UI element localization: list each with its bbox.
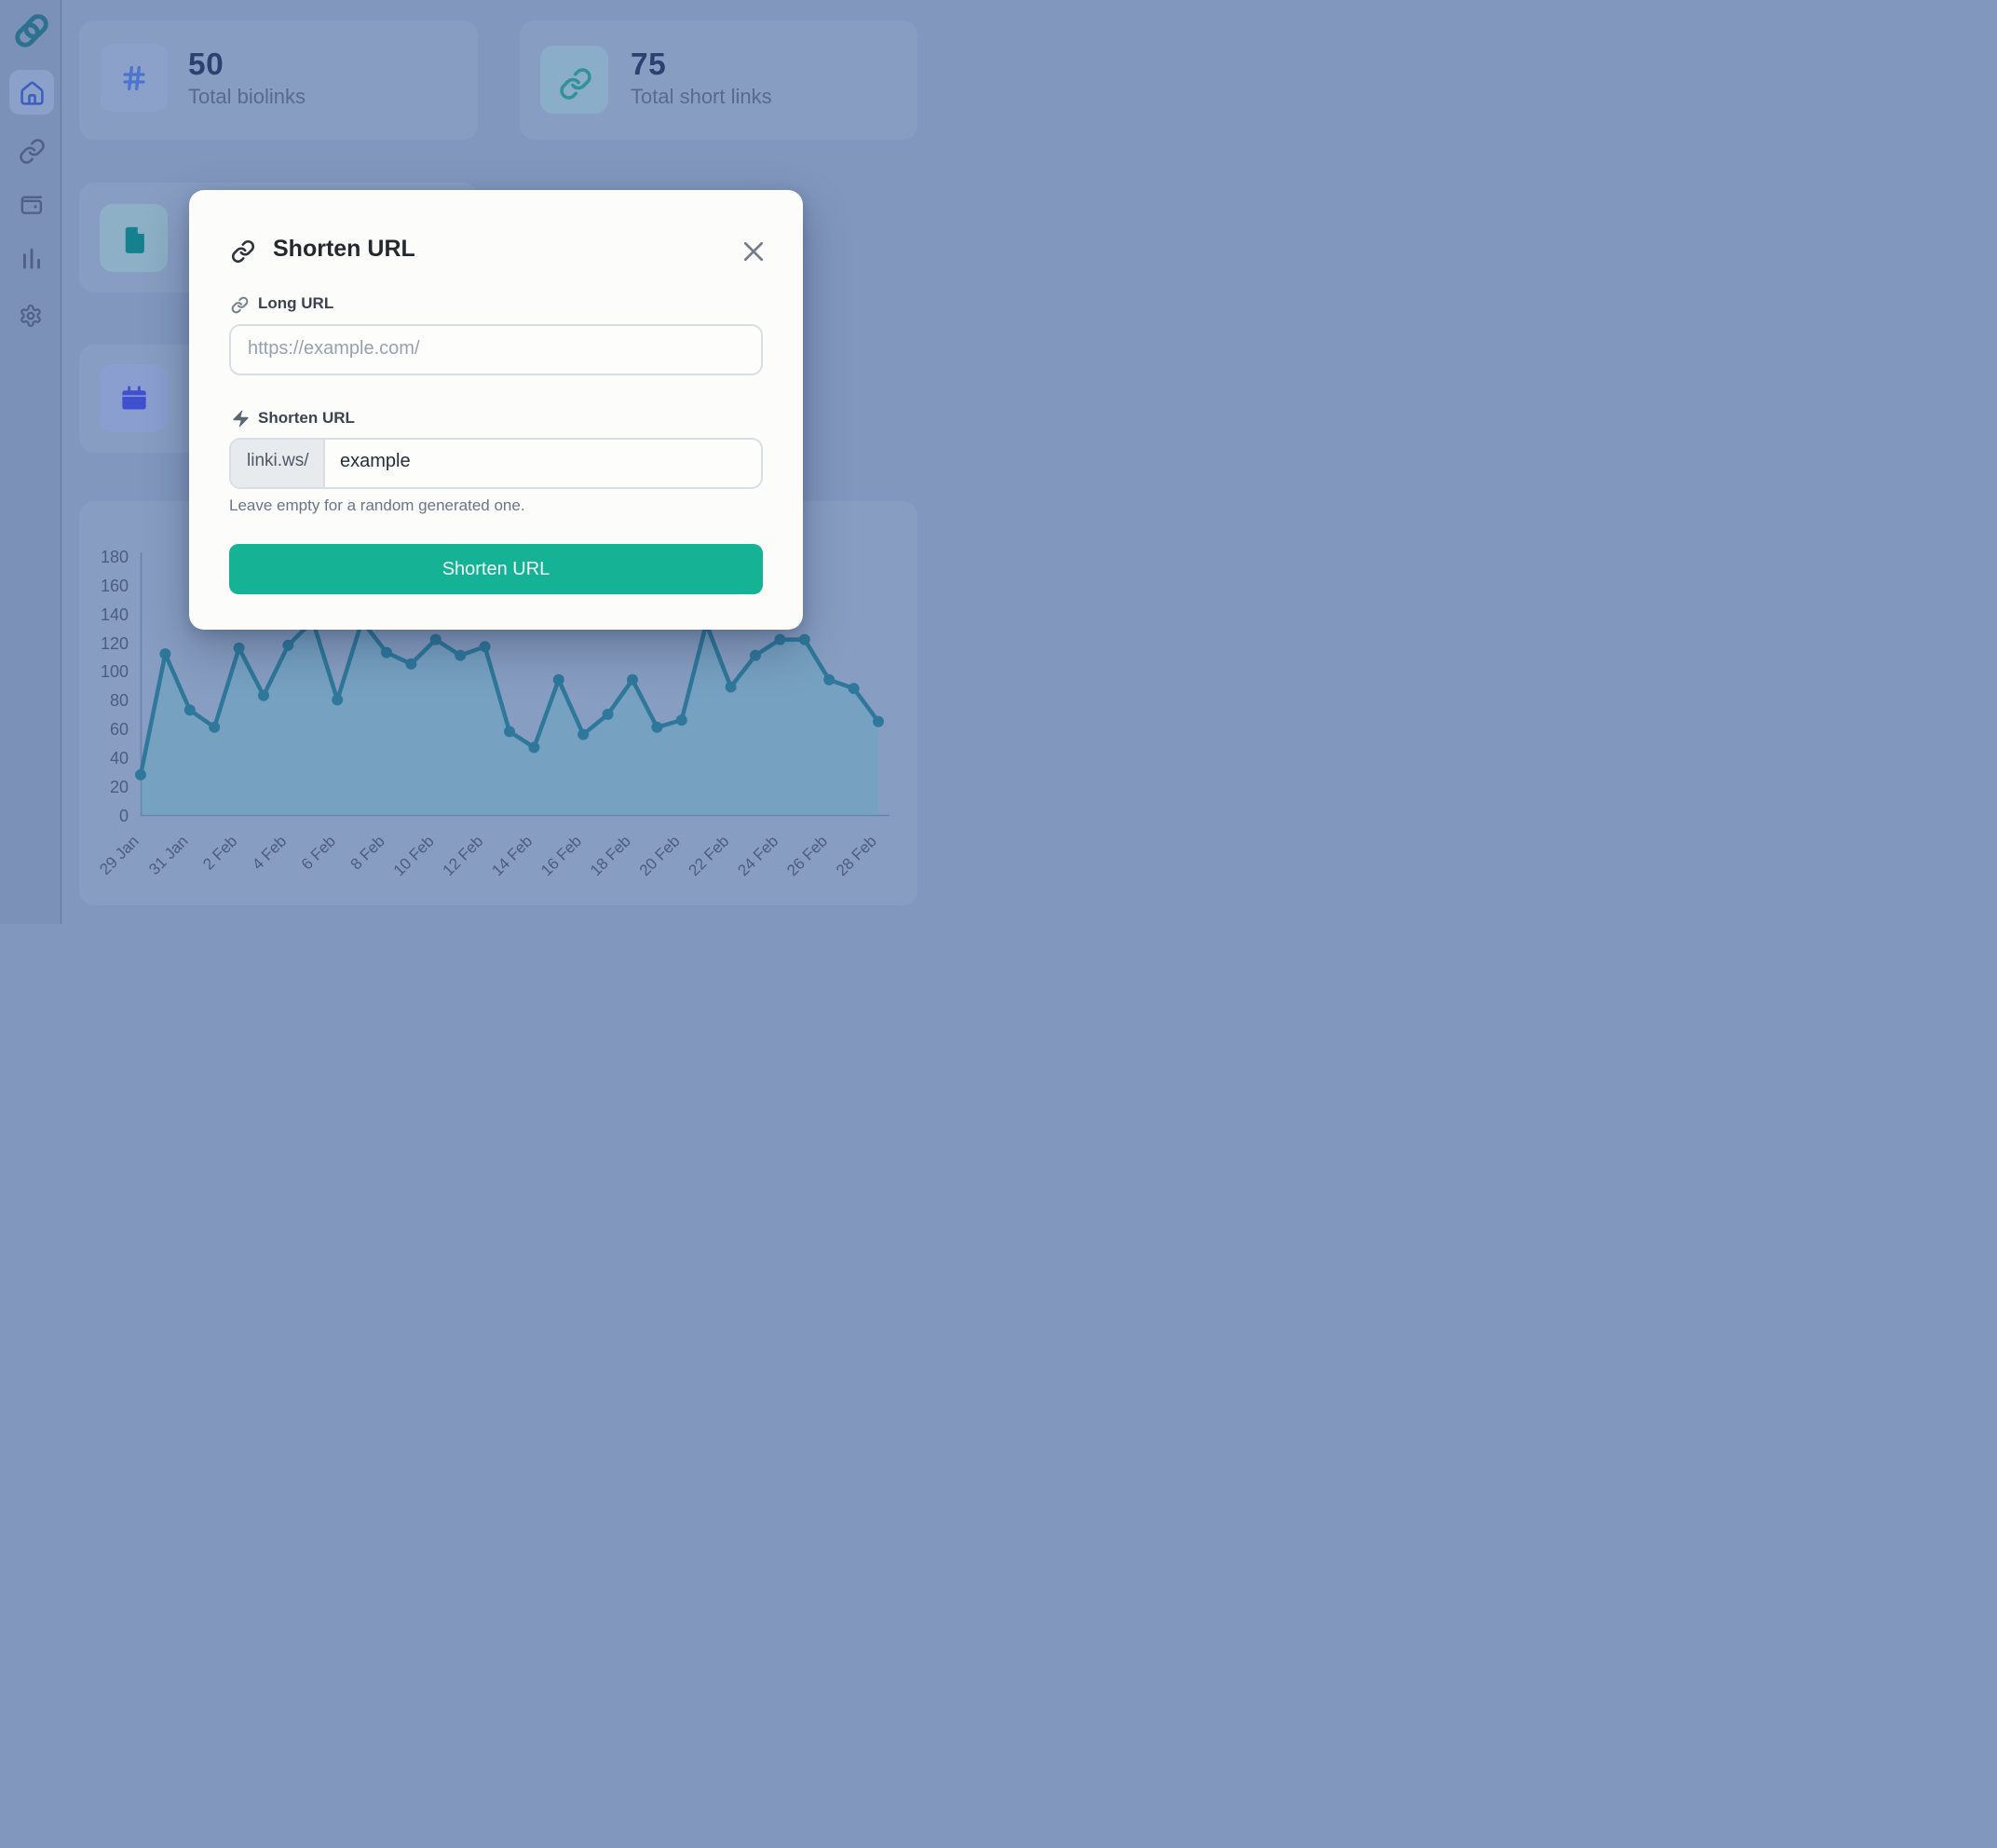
svg-text:26 Feb: 26 Feb (783, 832, 831, 879)
svg-text:18 Feb: 18 Feb (587, 832, 634, 879)
svg-text:31 Jan: 31 Jan (145, 832, 192, 878)
svg-text:20: 20 (110, 778, 129, 796)
svg-text:10 Feb: 10 Feb (390, 832, 438, 879)
svg-text:80: 80 (110, 691, 129, 710)
svg-text:140: 140 (101, 605, 129, 624)
svg-text:16 Feb: 16 Feb (537, 832, 585, 879)
svg-text:24 Feb: 24 Feb (734, 832, 781, 879)
svg-text:0: 0 (119, 807, 129, 825)
svg-text:28 Feb: 28 Feb (833, 832, 880, 879)
svg-text:180: 180 (101, 548, 129, 566)
svg-text:14 Feb: 14 Feb (488, 832, 536, 879)
svg-text:120: 120 (101, 634, 129, 653)
svg-text:4 Feb: 4 Feb (249, 832, 290, 873)
svg-text:40: 40 (110, 749, 129, 768)
svg-text:20 Feb: 20 Feb (636, 832, 684, 879)
svg-text:2 Feb: 2 Feb (199, 832, 240, 873)
svg-text:8 Feb: 8 Feb (347, 832, 388, 873)
svg-text:160: 160 (101, 577, 129, 595)
svg-text:60: 60 (110, 720, 129, 739)
svg-text:22 Feb: 22 Feb (686, 832, 733, 879)
svg-text:12 Feb: 12 Feb (440, 832, 487, 879)
svg-text:100: 100 (101, 662, 129, 681)
svg-text:6 Feb: 6 Feb (298, 832, 339, 873)
svg-text:29 Jan: 29 Jan (96, 832, 143, 878)
